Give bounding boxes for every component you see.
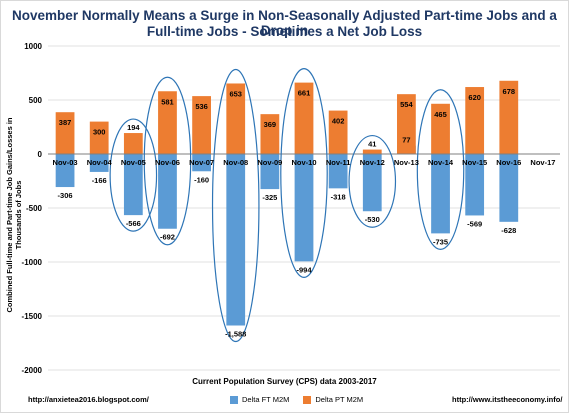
bar-pt xyxy=(397,94,416,154)
data-label-pt: 581 xyxy=(161,97,174,106)
y-tick-label: 1000 xyxy=(24,42,42,51)
data-label-pt: 661 xyxy=(298,89,311,98)
bar-ft xyxy=(465,154,485,216)
y-axis-label: Combined Full-time and Part-time Job Gai… xyxy=(5,117,23,313)
x-tick-label: Nov-13 xyxy=(394,158,419,167)
data-label-ft: -566 xyxy=(126,219,141,228)
data-label-ft: -692 xyxy=(160,233,175,242)
legend-item-ft: Delta FT M2M xyxy=(230,395,289,404)
bar-ft xyxy=(328,154,348,189)
x-tick-label: Nov-15 xyxy=(462,158,487,167)
data-label-ft: -994 xyxy=(296,265,312,274)
bar-ft xyxy=(55,154,75,188)
highlight-ellipse xyxy=(280,68,328,278)
x-tick-label: Nov-12 xyxy=(360,158,385,167)
data-label-pt: 41 xyxy=(368,140,376,149)
bar-ft xyxy=(158,154,177,229)
x-tick-label: Nov-07 xyxy=(189,158,214,167)
bar-ft xyxy=(499,154,519,222)
data-label-pt: 620 xyxy=(468,93,481,102)
bar-ft xyxy=(294,154,314,262)
bar-pt xyxy=(55,112,75,154)
bar-pt xyxy=(362,149,382,154)
bar-ft xyxy=(431,154,450,234)
bar-pt xyxy=(260,114,280,154)
bar-pt xyxy=(89,121,109,154)
bar-ft xyxy=(226,154,246,326)
data-label-ft: 77 xyxy=(402,136,410,145)
data-label-pt: 369 xyxy=(264,120,277,129)
data-label-ft: -530 xyxy=(365,215,380,224)
data-label-pt: 402 xyxy=(332,117,345,126)
data-label-ft: -628 xyxy=(501,226,516,235)
data-label-ft: -306 xyxy=(58,191,73,200)
data-label-pt: 678 xyxy=(503,87,516,96)
bar-pt xyxy=(294,82,314,154)
bar-ft xyxy=(123,154,143,216)
y-tick-label: -2000 xyxy=(22,366,43,375)
data-label-ft: -325 xyxy=(262,193,277,202)
legend-item-pt: Delta PT M2M xyxy=(303,395,363,404)
y-tick-label: -1500 xyxy=(22,312,43,321)
legend-swatch-ft xyxy=(230,395,238,404)
data-label-ft: -166 xyxy=(92,176,107,185)
legend-swatch-pt xyxy=(303,395,312,404)
x-tick-label: Nov-05 xyxy=(121,158,146,167)
legend-label-pt: Delta PT M2M xyxy=(315,395,364,404)
y-tick-label: 0 xyxy=(38,150,43,159)
x-tick-label: Nov-17 xyxy=(530,158,555,167)
x-tick-label: Nov-10 xyxy=(291,158,316,167)
data-label-ft: -569 xyxy=(467,219,482,228)
highlight-ellipse xyxy=(143,76,192,246)
data-label-ft: -160 xyxy=(194,175,209,184)
data-label-pt: 653 xyxy=(229,89,242,98)
chart-title-line-2: Full-time Jobs - Sometimes a Net Job Los… xyxy=(146,24,423,39)
highlight-ellipse xyxy=(211,68,260,343)
bar-ft xyxy=(192,154,211,172)
bar-ft xyxy=(362,154,382,212)
data-label-pt: 387 xyxy=(59,118,72,127)
y-tick-label: 500 xyxy=(29,96,43,105)
bar-pt xyxy=(499,80,519,154)
bar-pt xyxy=(431,103,450,154)
bar-pt xyxy=(158,91,177,154)
x-tick-label: Nov-16 xyxy=(496,158,521,167)
data-label-pt: 536 xyxy=(195,102,208,111)
legend: Delta FT M2M Delta PT M2M xyxy=(230,395,363,404)
bar-pt xyxy=(192,96,211,154)
bar-pt xyxy=(123,133,143,154)
data-label-pt: 194 xyxy=(127,123,140,132)
data-label-ft: -1,588 xyxy=(225,330,246,339)
bar-ft xyxy=(89,154,109,172)
x-tick-label: Nov-11 xyxy=(326,158,351,167)
source-right: http://www.itstheeconomy.info/ xyxy=(452,395,563,404)
highlight-ellipse xyxy=(109,118,158,232)
chart-title-line-1: November Normally Means a Surge in Non-S… xyxy=(12,8,557,38)
x-tick-label: Nov-14 xyxy=(428,158,454,167)
source-left: http://anxietea2016.blogspot.com/ xyxy=(28,395,149,404)
data-label-pt: 554 xyxy=(400,100,413,109)
data-label-ft: -735 xyxy=(433,237,448,246)
data-label-pt: 465 xyxy=(434,110,447,119)
x-tick-label: Nov-03 xyxy=(53,158,78,167)
bar-pt xyxy=(226,83,246,154)
x-tick-label: Nov-06 xyxy=(155,158,180,167)
y-tick-label: -500 xyxy=(26,204,43,213)
x-tick-label: Nov-08 xyxy=(223,158,248,167)
bar-ft xyxy=(260,154,280,190)
bar-pt xyxy=(465,87,485,154)
data-label-ft: -318 xyxy=(331,192,346,201)
y-tick-label: -1000 xyxy=(22,258,43,267)
x-tick-label: Nov-04 xyxy=(87,158,113,167)
data-label-pt: 300 xyxy=(93,128,106,137)
x-tick-label: Nov-09 xyxy=(257,158,282,167)
legend-label-ft: Delta FT M2M xyxy=(242,395,290,404)
highlight-ellipse xyxy=(348,134,397,228)
x-axis-label: Current Population Survey (CPS) data 200… xyxy=(192,377,377,386)
bar-pt xyxy=(328,110,348,154)
highlight-ellipse xyxy=(416,89,465,250)
